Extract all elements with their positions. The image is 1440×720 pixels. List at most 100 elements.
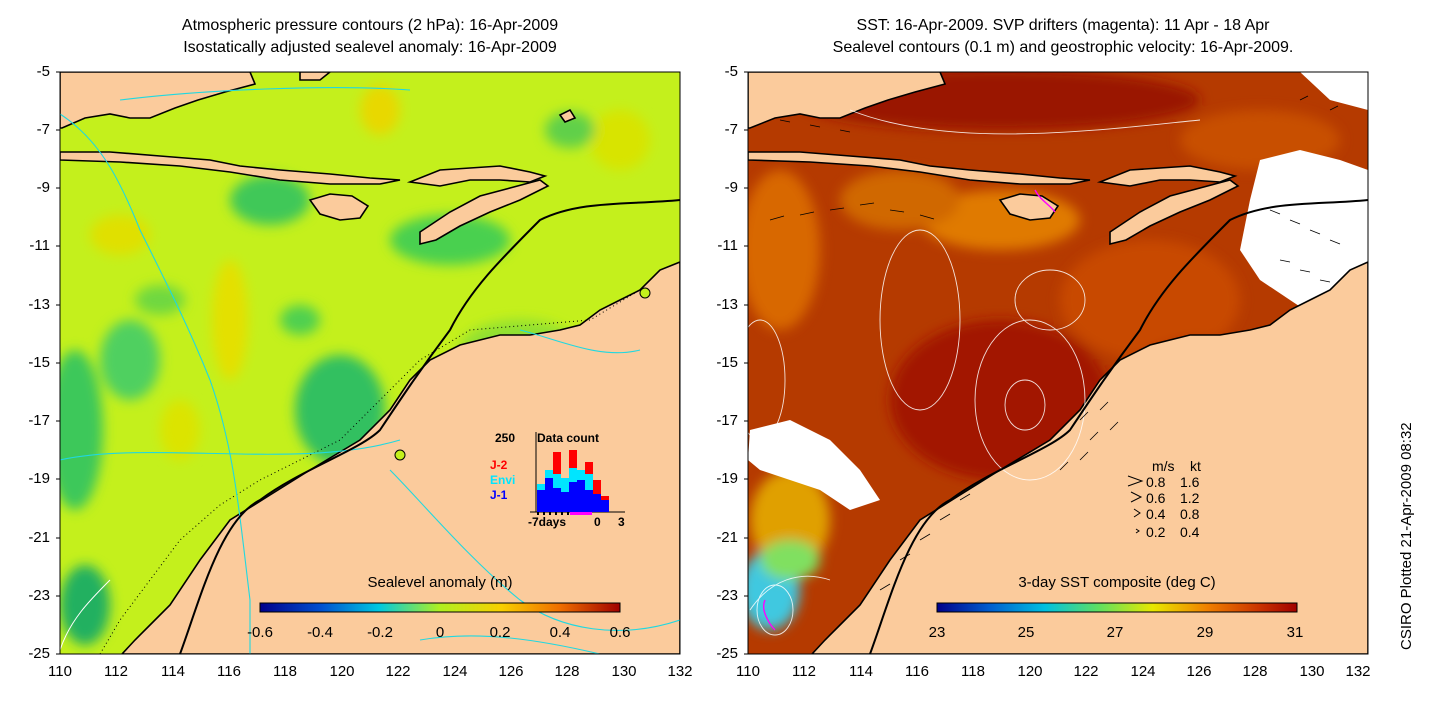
inset-ymax-label: 250 bbox=[495, 431, 516, 445]
velocity-legend-header-ms: m/s bbox=[1152, 458, 1175, 474]
lat-tick: -15 bbox=[28, 354, 50, 371]
velocity-kt: 0.4 bbox=[1180, 524, 1200, 540]
lat-tick: -15 bbox=[716, 354, 738, 371]
colorbar-tick: -0.4 bbox=[307, 624, 333, 641]
lon-tick: 128 bbox=[554, 663, 580, 680]
colorbar-tick: 0 bbox=[435, 624, 445, 641]
velocity-ms: 0.4 bbox=[1146, 506, 1166, 522]
lat-tick: -5 bbox=[36, 63, 50, 80]
lat-tick: -17 bbox=[28, 412, 50, 429]
velocity-legend-arrows bbox=[1127, 475, 1144, 534]
lon-tick: 112 bbox=[792, 663, 816, 680]
inset-x-right: 3 bbox=[618, 515, 625, 529]
colorbar-tick: 0.2 bbox=[489, 624, 511, 641]
lon-tick: 132 bbox=[667, 663, 693, 680]
velocity-kt: 1.6 bbox=[1180, 474, 1200, 490]
lat-tick: -19 bbox=[716, 470, 738, 487]
lon-tick: 130 bbox=[611, 663, 637, 680]
lon-tick: 110 bbox=[48, 663, 72, 680]
lat-tick: -25 bbox=[28, 645, 50, 662]
lon-tick: 124 bbox=[442, 663, 468, 680]
lon-tick: 132 bbox=[1345, 663, 1371, 680]
colorbar-tick: -0.6 bbox=[247, 624, 273, 641]
inset-x-mid: 0 bbox=[594, 515, 601, 529]
lon-tick: 118 bbox=[961, 663, 985, 680]
left-isobath-solid bbox=[179, 199, 680, 654]
left-title-line1: Atmospheric pressure contours (2 hPa): 1… bbox=[181, 17, 559, 34]
lon-tick: 116 bbox=[217, 663, 241, 680]
lat-tick: -21 bbox=[28, 529, 50, 546]
velocity-kt: 1.2 bbox=[1180, 490, 1200, 506]
lon-tick: 130 bbox=[1299, 663, 1325, 680]
lon-tick: 120 bbox=[1017, 663, 1043, 680]
inset-title: Data count bbox=[537, 431, 600, 445]
right-axis-ticks bbox=[744, 71, 748, 655]
inset-x-left: -7days bbox=[528, 515, 567, 529]
lat-tick: -7 bbox=[36, 121, 50, 138]
colorbar-tick: 0.4 bbox=[549, 624, 571, 641]
lat-tick: -9 bbox=[36, 179, 50, 196]
colorbar-tick: 23 bbox=[928, 624, 946, 641]
colorbar-tick: 31 bbox=[1286, 624, 1304, 641]
lon-tick: 114 bbox=[161, 663, 185, 680]
velocity-kt: 0.8 bbox=[1180, 506, 1200, 522]
colorbar-tick: 27 bbox=[1106, 624, 1124, 641]
lon-tick: 126 bbox=[498, 663, 524, 680]
sla-anomaly-patches bbox=[60, 85, 650, 645]
lon-tick: 110 bbox=[736, 663, 760, 680]
lat-tick: -13 bbox=[28, 296, 50, 313]
right-isobath-solid bbox=[869, 199, 1368, 654]
geostrophic-velocity-arrows bbox=[769, 95, 1341, 591]
right-land bbox=[748, 72, 1368, 654]
inset-bars bbox=[537, 450, 609, 512]
lon-tick: 122 bbox=[1073, 663, 1099, 680]
lon-tick: 114 bbox=[849, 663, 873, 680]
sla-colorbar bbox=[259, 602, 621, 613]
lon-tick: 118 bbox=[273, 663, 297, 680]
lon-tick: 122 bbox=[385, 663, 411, 680]
svp-drifters bbox=[763, 189, 1056, 631]
lat-tick: -25 bbox=[716, 645, 738, 662]
left-axis-ticks bbox=[56, 71, 60, 655]
lat-tick: -23 bbox=[28, 587, 50, 604]
right-title-line1: SST: 16-Apr-2009. SVP drifters (magenta)… bbox=[856, 17, 1270, 34]
lat-tick: -5 bbox=[724, 63, 738, 80]
satellite-j2: J-2 bbox=[490, 458, 508, 472]
satellite-j1: J-1 bbox=[490, 488, 508, 502]
sla-colorbar-label: Sealevel anomaly (m) bbox=[367, 574, 513, 591]
left-pressure-contours bbox=[60, 87, 680, 654]
sst-colorbar bbox=[936, 602, 1298, 613]
lon-tick: 120 bbox=[329, 663, 355, 680]
lat-tick: -21 bbox=[716, 529, 738, 546]
right-title-line2: Sealevel contours (0.1 m) and geostrophi… bbox=[832, 39, 1294, 56]
data-count-inset bbox=[530, 432, 625, 515]
lat-tick: -11 bbox=[717, 237, 738, 254]
lon-tick: 126 bbox=[1186, 663, 1212, 680]
lon-tick: 128 bbox=[1242, 663, 1268, 680]
colorbar-tick: -0.2 bbox=[367, 624, 393, 641]
right-map bbox=[748, 72, 1368, 654]
velocity-ms: 0.8 bbox=[1146, 474, 1166, 490]
sst-colorbar-label: 3-day SST composite (deg C) bbox=[1018, 574, 1216, 591]
lat-tick: -13 bbox=[716, 296, 738, 313]
sealevel-contours bbox=[748, 109, 1201, 636]
left-map bbox=[60, 72, 680, 654]
lat-tick: -11 bbox=[29, 237, 50, 254]
velocity-ms: 0.6 bbox=[1146, 490, 1166, 506]
lat-tick: -19 bbox=[28, 470, 50, 487]
lat-tick: -17 bbox=[716, 412, 738, 429]
satellite-envi: Envi bbox=[490, 473, 516, 487]
left-title-line2: Isostatically adjusted sealevel anomaly:… bbox=[183, 39, 557, 56]
lat-tick: -23 bbox=[716, 587, 738, 604]
velocity-ms: 0.2 bbox=[1146, 524, 1166, 540]
lon-tick: 112 bbox=[104, 663, 128, 680]
lat-tick: -7 bbox=[724, 121, 738, 138]
velocity-legend-header-kt: kt bbox=[1190, 458, 1201, 474]
colorbar-tick: 29 bbox=[1196, 624, 1214, 641]
lon-tick: 124 bbox=[1130, 663, 1156, 680]
colorbar-tick: 0.6 bbox=[609, 624, 631, 641]
lat-tick: -9 bbox=[724, 179, 738, 196]
csiro-credit: CSIRO Plotted 21-Apr-2009 08:32 bbox=[1398, 422, 1415, 650]
colorbar-tick: 25 bbox=[1017, 624, 1035, 641]
